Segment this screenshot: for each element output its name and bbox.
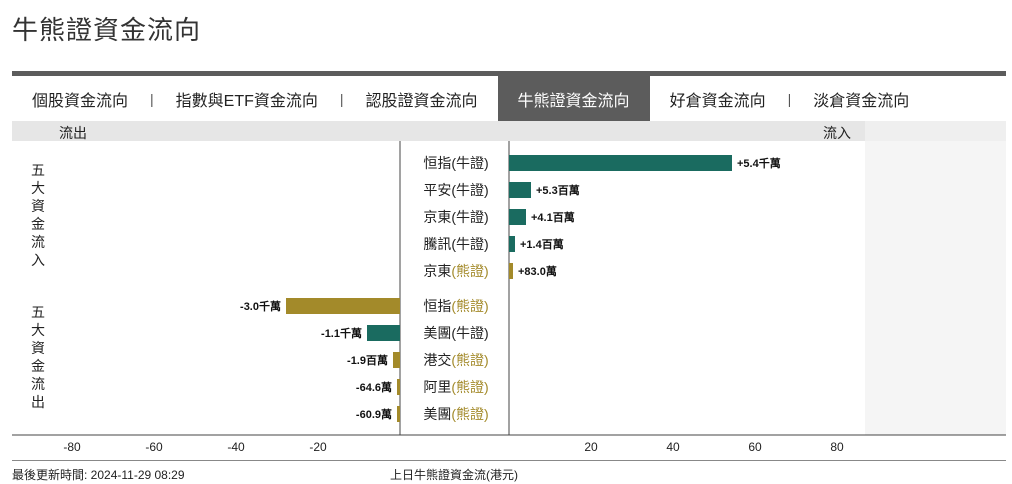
tab-short-position-fund-flow[interactable]: 淡倉資金流向 <box>813 92 910 110</box>
inflow-bar <box>509 263 513 279</box>
tab-bar-top-border <box>12 71 1006 76</box>
x-tick-label: 60 <box>748 440 762 454</box>
x-tick-label: -60 <box>145 440 163 454</box>
plot-area <box>12 141 865 435</box>
bar-value-label: +4.1百萬 <box>531 210 575 224</box>
x-tick-label: -80 <box>63 440 81 454</box>
x-tick-label: 40 <box>666 440 680 454</box>
bar-value-label: +1.4百萬 <box>520 237 564 251</box>
chart-header-right-pad <box>865 121 1006 141</box>
outflow-bar <box>397 406 400 422</box>
inflow-bar <box>509 209 526 225</box>
tab-separator: | <box>339 90 344 107</box>
category-label: 京東(熊證) <box>423 263 488 279</box>
outflow-bar <box>397 379 400 395</box>
outflow-bar <box>367 325 400 341</box>
bar-value-label: +5.3百萬 <box>536 183 580 197</box>
category-label: 平安(牛證) <box>423 182 488 198</box>
chart-caption: 上日牛熊證資金流(港元) <box>390 468 518 482</box>
tab-stock-fund-flow[interactable]: 個股資金流向 <box>32 92 129 110</box>
bar-value-label: -1.9百萬 <box>347 353 388 367</box>
x-tick-label: -40 <box>227 440 245 454</box>
last-update-text: 最後更新時間: 2024-11-29 08:29 <box>12 468 185 482</box>
category-label: 美團(牛證) <box>423 325 488 341</box>
top-inflow-section-label: 五大資金流入 <box>31 162 45 268</box>
outflow-bar <box>286 298 400 314</box>
inflow-bar <box>509 236 515 252</box>
tab-long-position-fund-flow[interactable]: 好倉資金流向 <box>669 92 766 110</box>
category-label: 阿里(熊證) <box>423 379 488 395</box>
chart-header-strip <box>12 121 1006 141</box>
outflow-label: 流出 <box>59 125 87 141</box>
plot-right-pad <box>865 141 1006 435</box>
category-label: 京東(牛證) <box>423 209 488 225</box>
footer-divider <box>12 460 1006 461</box>
page-title: 牛熊證資金流向 <box>12 15 202 45</box>
category-label: 恒指(熊證) <box>423 298 488 314</box>
bar-value-label: -60.9萬 <box>356 407 392 421</box>
inflow-bar <box>509 155 732 171</box>
category-label: 美團(熊證) <box>423 406 488 422</box>
tab-warrant-fund-flow[interactable]: 認股證資金流向 <box>365 92 478 110</box>
tab-bar: 個股資金流向 | 指數與ETF資金流向 | 認股證資金流向 牛熊證資金流向 好倉… <box>12 76 1006 121</box>
bar-value-label: -64.6萬 <box>356 380 392 394</box>
category-label: 恒指(牛證) <box>423 155 488 171</box>
tab-separator: | <box>787 90 792 107</box>
chart-container: 流出 流入 五大資金流入 五大資金流出 -80 -60 -40 -20 20 40 60 80… <box>12 121 1006 464</box>
tab-separator: | <box>150 90 154 107</box>
inflow-label: 流入 <box>823 125 851 141</box>
bar-value-label: -3.0千萬 <box>240 299 281 313</box>
inflow-bar <box>509 182 531 198</box>
x-tick-label: 20 <box>584 440 598 454</box>
tab-cbbc-fund-flow[interactable]: 牛熊證資金流向 <box>497 76 650 121</box>
bar-value-label: +83.0萬 <box>518 264 557 278</box>
category-label: 港交(熊證) <box>423 352 488 368</box>
x-tick-label: -20 <box>309 440 327 454</box>
tab-index-etf-fund-flow[interactable]: 指數與ETF資金流向 <box>175 92 318 110</box>
bar-value-label: +5.4千萬 <box>737 156 781 170</box>
outflow-bar <box>393 352 400 368</box>
bar-value-label: -1.1千萬 <box>321 326 362 340</box>
x-tick-label: 80 <box>830 440 844 454</box>
top-outflow-section-label: 五大資金流出 <box>31 304 45 410</box>
category-label: 騰訊(牛證) <box>423 236 488 252</box>
